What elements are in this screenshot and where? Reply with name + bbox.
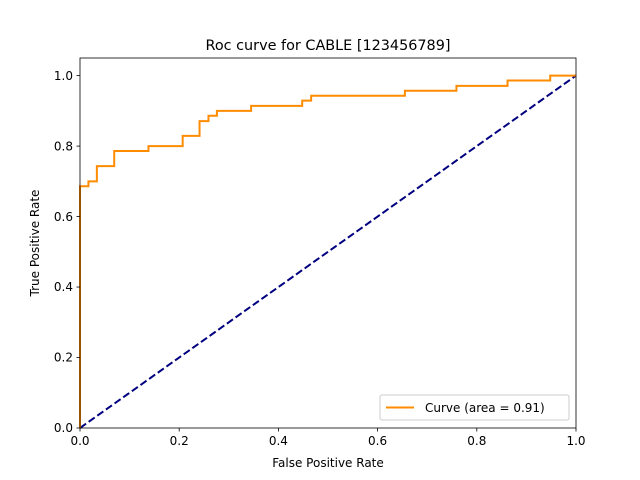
y-tick-label: 0.4 <box>54 280 73 294</box>
x-tick-label: 0.6 <box>368 434 387 448</box>
y-tick-label: 0.2 <box>54 351 73 365</box>
x-tick-label: 1.0 <box>566 434 585 448</box>
legend-box <box>379 394 570 421</box>
y-axis-ticks: 0.0 0.2 0.4 0.6 0.8 1.0 <box>54 69 80 435</box>
x-axis-label: False Positive Rate <box>272 456 384 470</box>
x-tick-label: 0.2 <box>170 434 189 448</box>
y-tick-label: 0.6 <box>54 210 73 224</box>
plot-area <box>79 74 577 429</box>
y-tick-label: 1.0 <box>54 69 73 83</box>
x-tick-label: 0.8 <box>467 434 486 448</box>
chance-diagonal-line <box>79 74 577 429</box>
x-tick-label: 0.4 <box>269 434 288 448</box>
x-axis-ticks: 0.0 0.2 0.4 0.6 0.8 1.0 <box>70 428 586 448</box>
plot-frame <box>79 57 577 429</box>
legend: Curve (area = 0.91) <box>379 394 570 421</box>
legend-label: Curve (area = 0.91) <box>425 401 545 415</box>
y-tick-label: 0.8 <box>54 139 73 153</box>
y-tick-label: 0.0 <box>54 421 73 435</box>
roc-curve-line <box>79 74 576 428</box>
y-axis-label: True Positive Rate <box>28 190 42 298</box>
x-tick-label: 0.0 <box>70 434 89 448</box>
chart-title: Roc curve for CABLE [123456789] <box>206 38 451 54</box>
